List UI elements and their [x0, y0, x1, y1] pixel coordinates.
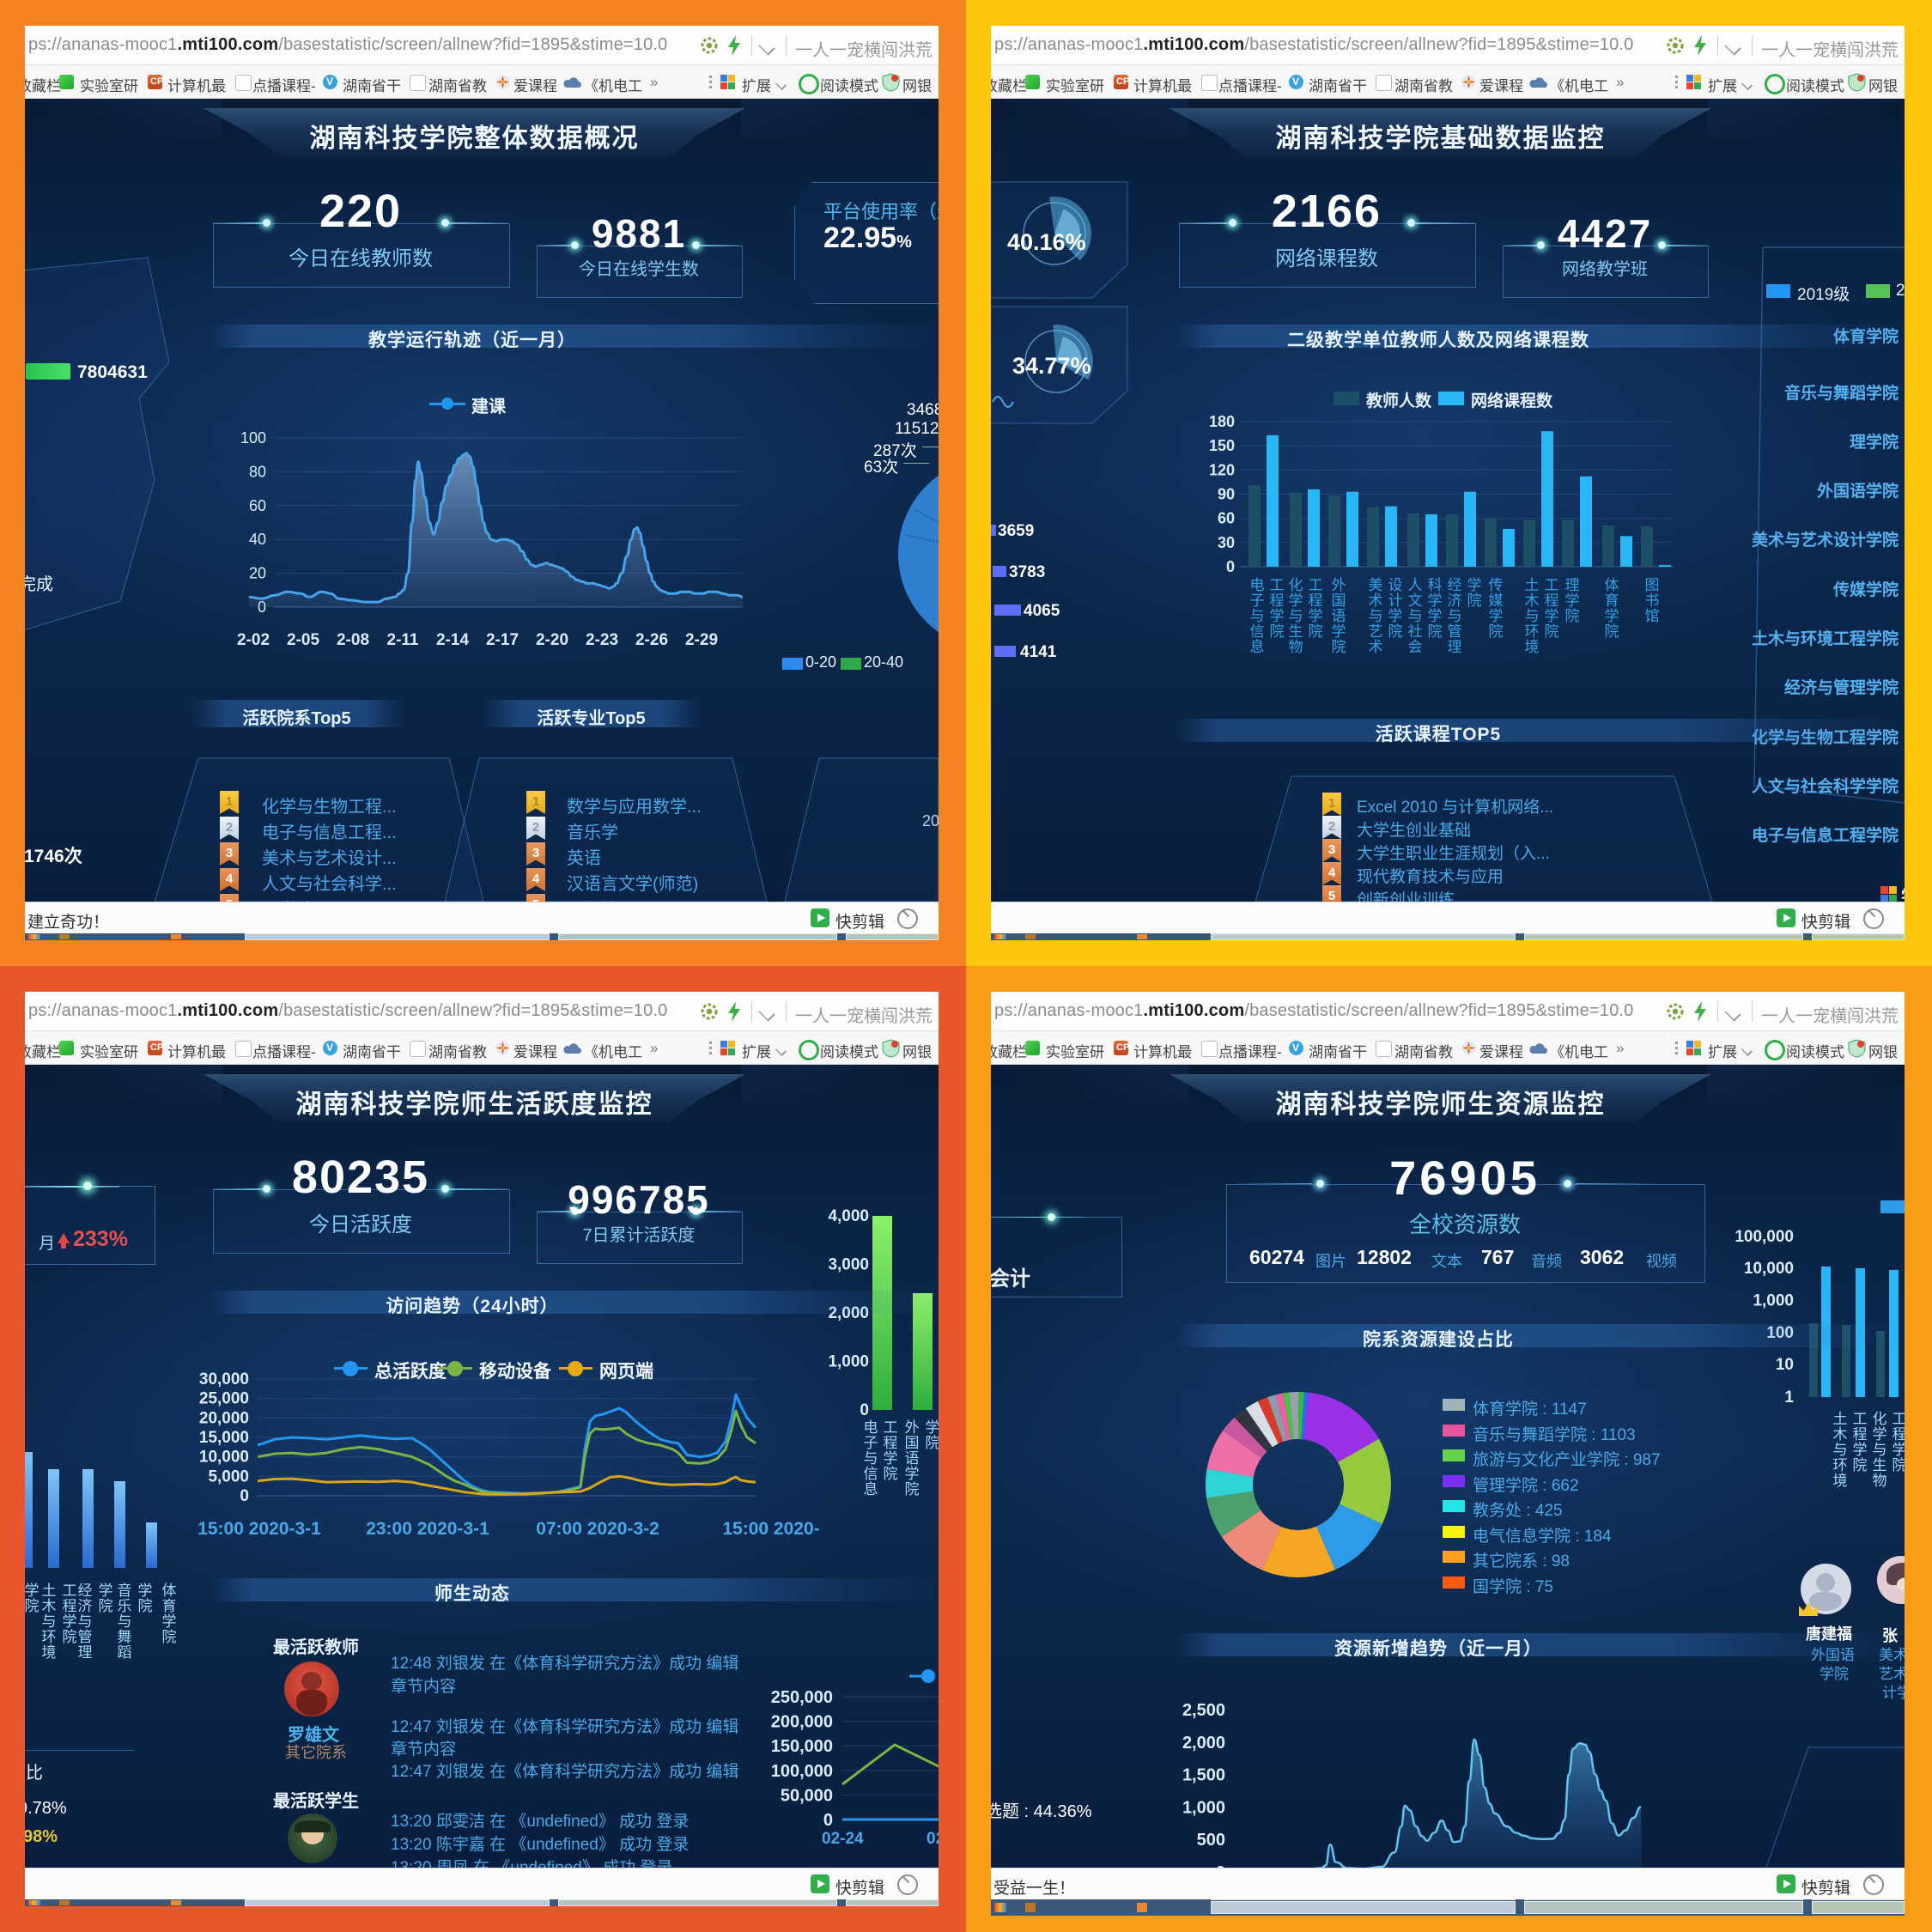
- svg-text:工程学院: 工程学院: [1270, 577, 1285, 640]
- svg-text:0: 0: [860, 1401, 869, 1419]
- svg-text:60: 60: [1218, 510, 1235, 527]
- svg-text:2-26: 2-26: [635, 631, 668, 649]
- svg-text:2-17: 2-17: [486, 631, 519, 649]
- svg-text:体育学院: 体育学院: [1605, 577, 1619, 640]
- svg-text:23:00 2020-3-1: 23:00 2020-3-1: [366, 1519, 489, 1539]
- svg-text:经济与管理: 经济与管理: [1448, 577, 1462, 655]
- svg-text:土木与环境: 土木与环境: [1833, 1411, 1848, 1489]
- svg-text:150: 150: [1209, 437, 1235, 454]
- svg-text:1,000: 1,000: [1182, 1798, 1225, 1817]
- svg-text:15,000: 15,000: [199, 1429, 249, 1447]
- svg-text:化学与生物: 化学与生物: [1289, 577, 1303, 655]
- svg-text:250,000: 250,000: [771, 1688, 833, 1707]
- svg-text:30: 30: [1218, 534, 1235, 551]
- svg-text:120: 120: [1209, 461, 1235, 478]
- svg-text:1,000: 1,000: [828, 1353, 869, 1371]
- svg-text:90: 90: [1218, 486, 1235, 503]
- svg-text:100,000: 100,000: [1735, 1228, 1794, 1246]
- svg-text:180: 180: [1209, 413, 1235, 430]
- svg-text:土木与环境: 土木与环境: [42, 1583, 57, 1661]
- svg-text:80: 80: [249, 463, 266, 480]
- svg-text:学院: 学院: [99, 1583, 113, 1614]
- svg-text:电子与信息: 电子与信息: [1250, 577, 1265, 655]
- svg-text:20: 20: [249, 565, 266, 582]
- svg-text:200,000: 200,000: [771, 1713, 833, 1732]
- svg-text:2,000: 2,000: [828, 1304, 869, 1322]
- svg-text:4,000: 4,000: [828, 1207, 869, 1225]
- svg-text:理学院: 理学院: [1565, 577, 1580, 624]
- svg-text:科学学院: 科学学院: [1428, 577, 1443, 640]
- svg-text:20,000: 20,000: [199, 1409, 249, 1427]
- svg-text:10,000: 10,000: [199, 1449, 249, 1467]
- svg-text:工程学院: 工程学院: [1309, 577, 1323, 640]
- svg-text:15:00 2020-: 15:00 2020-: [722, 1519, 819, 1539]
- svg-text:100: 100: [240, 429, 266, 447]
- svg-text:500: 500: [1197, 1831, 1225, 1850]
- svg-text:外国语学院: 外国语学院: [905, 1419, 920, 1498]
- svg-text:工程学院: 工程学院: [63, 1583, 77, 1645]
- svg-text:2,000: 2,000: [1182, 1734, 1225, 1753]
- svg-text:人文与社会: 人文与社会: [1408, 577, 1423, 655]
- svg-text:2-02: 2-02: [237, 631, 270, 649]
- svg-text:02-24: 02-24: [822, 1830, 864, 1848]
- svg-text:30,000: 30,000: [199, 1370, 249, 1388]
- svg-text:2-29: 2-29: [685, 631, 718, 649]
- svg-text:经济与管理: 经济与管理: [78, 1583, 93, 1661]
- svg-text:40: 40: [249, 531, 266, 548]
- svg-text:07:00 2020-3-2: 07:00 2020-3-2: [536, 1519, 659, 1539]
- svg-text:2-08: 2-08: [337, 631, 369, 649]
- svg-text:02-: 02-: [927, 1830, 939, 1848]
- svg-text:图书馆: 图书馆: [1645, 577, 1660, 624]
- svg-text:25,000: 25,000: [199, 1390, 249, 1408]
- svg-text:100: 100: [1766, 1324, 1794, 1342]
- svg-text:2-14: 2-14: [436, 631, 469, 649]
- svg-text:3,000: 3,000: [828, 1256, 869, 1274]
- svg-text:60: 60: [249, 497, 266, 514]
- svg-text:15:00 2020-3-1: 15:00 2020-3-1: [197, 1519, 321, 1539]
- svg-text:10: 10: [1776, 1356, 1794, 1374]
- svg-text:10,000: 10,000: [1744, 1260, 1794, 1278]
- svg-text:1: 1: [1784, 1388, 1794, 1406]
- svg-text:工程学院: 工程学院: [884, 1419, 898, 1482]
- svg-text:2-05: 2-05: [287, 631, 319, 649]
- svg-text:0: 0: [1226, 558, 1235, 575]
- svg-text:化学与生物: 化学与生物: [1873, 1411, 1887, 1489]
- svg-text:设计学院: 设计学院: [1388, 577, 1403, 640]
- svg-text:学院: 学院: [1467, 577, 1482, 609]
- svg-text:5,000: 5,000: [208, 1467, 249, 1485]
- svg-text:150,000: 150,000: [771, 1737, 833, 1756]
- svg-text:体育学院: 体育学院: [162, 1583, 177, 1645]
- svg-text:工程学院: 工程学院: [1893, 1411, 1905, 1473]
- svg-text:外国语学院: 外国语学院: [1332, 577, 1346, 655]
- svg-text:工程学院: 工程学院: [1853, 1411, 1868, 1473]
- svg-text:1,500: 1,500: [1182, 1766, 1225, 1785]
- svg-text:0: 0: [823, 1811, 833, 1830]
- svg-text:土木与环境: 土木与环境: [1525, 577, 1540, 655]
- svg-text:学院: 学院: [926, 1419, 939, 1451]
- svg-text:学院: 学院: [25, 1583, 39, 1614]
- svg-text:2-20: 2-20: [536, 631, 568, 649]
- svg-text:电子与信息: 电子与信息: [864, 1419, 878, 1498]
- svg-text:2-11: 2-11: [387, 631, 419, 649]
- svg-text:音乐与舞蹈: 音乐与舞蹈: [118, 1583, 132, 1661]
- svg-text:100,000: 100,000: [771, 1762, 833, 1781]
- svg-text:工程学院: 工程学院: [1545, 577, 1559, 640]
- svg-text:2-23: 2-23: [586, 631, 618, 649]
- svg-text:50,000: 50,000: [781, 1786, 833, 1805]
- svg-text:美术与艺术: 美术与艺术: [1369, 577, 1383, 655]
- svg-text:1,000: 1,000: [1753, 1292, 1794, 1310]
- svg-text:0: 0: [1216, 1863, 1225, 1868]
- svg-text:传媒学院: 传媒学院: [1489, 577, 1504, 640]
- svg-text:2,500: 2,500: [1182, 1701, 1225, 1720]
- svg-text:0: 0: [240, 1487, 249, 1505]
- svg-text:学院: 学院: [138, 1583, 153, 1614]
